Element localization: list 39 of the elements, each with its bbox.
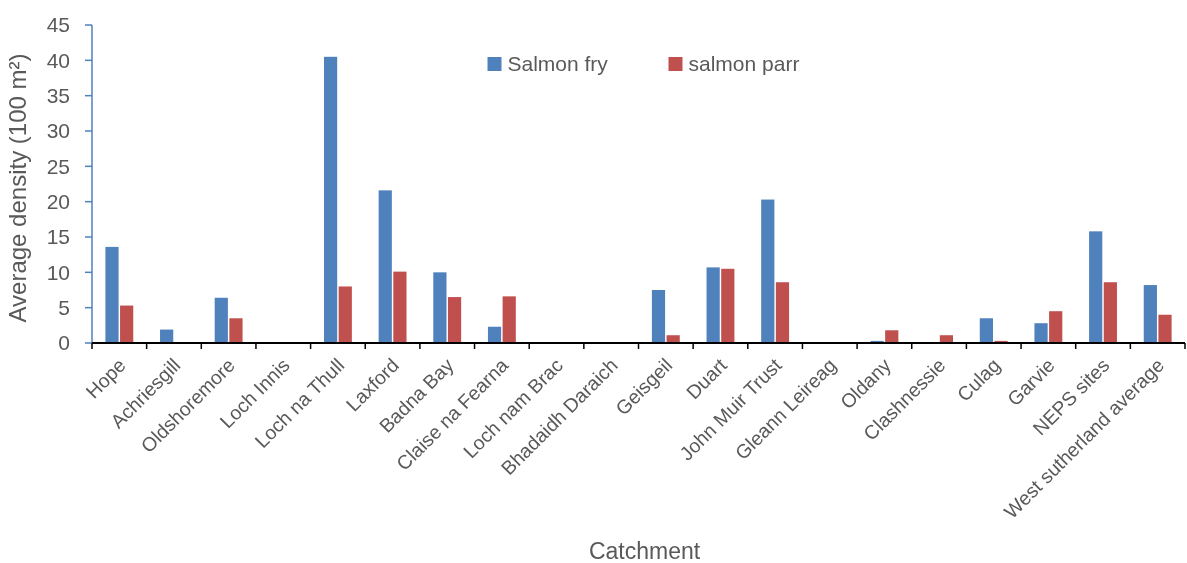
bar [487, 326, 502, 343]
y-tick-label: 40 [46, 48, 70, 72]
y-tick-label: 25 [46, 154, 70, 178]
bar [1049, 311, 1063, 343]
bar [1034, 323, 1048, 343]
bar [1089, 231, 1103, 343]
bar [706, 267, 720, 343]
bar [229, 318, 243, 343]
bar [447, 297, 462, 343]
bar [979, 318, 993, 343]
bar [1143, 285, 1157, 343]
legend-label: Salmon fry [507, 52, 609, 76]
y-tick-label: 30 [46, 119, 70, 143]
bar [323, 56, 338, 343]
bar [1103, 282, 1117, 343]
x-axis-title: Catchment [588, 538, 701, 563]
y-tick-label: 5 [58, 296, 70, 320]
y-tick-label: 10 [46, 260, 70, 284]
bar [1158, 314, 1172, 343]
bar [651, 290, 666, 343]
bar [338, 286, 352, 343]
bar [105, 246, 119, 343]
y-tick-label: 45 [46, 13, 70, 37]
bar [378, 190, 392, 343]
y-tick-label: 0 [58, 331, 70, 355]
legend-label: salmon parr [688, 52, 800, 76]
y-tick-label: 35 [46, 84, 70, 108]
bar [120, 305, 134, 343]
y-tick-label: 15 [46, 225, 70, 249]
bar [393, 271, 407, 343]
y-tick-label: 20 [46, 190, 70, 214]
bar [721, 268, 735, 343]
bar [761, 199, 775, 343]
bar [775, 282, 790, 343]
bar [214, 297, 228, 343]
bar [885, 330, 899, 343]
bar [502, 296, 516, 343]
bar [433, 272, 447, 343]
y-axis-title: Average density (100 m²) [4, 53, 31, 323]
